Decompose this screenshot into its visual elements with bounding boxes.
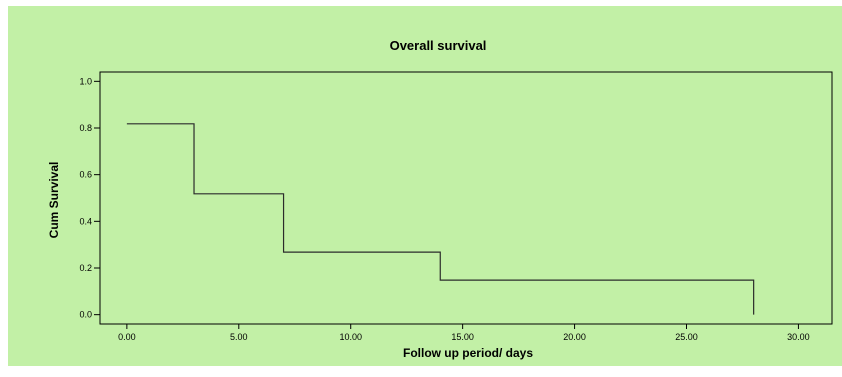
x-axis-title: Follow up period/ days [403, 346, 533, 360]
chart-title: Overall survival [390, 38, 487, 53]
x-tick-label: 20.00 [563, 332, 586, 342]
x-tick-label: 5.00 [230, 332, 248, 342]
y-tick-label: 1.0 [79, 76, 92, 86]
x-tick-label: 15.00 [451, 332, 474, 342]
x-tick-label: 0.00 [118, 332, 136, 342]
x-tick-label: 10.00 [339, 332, 362, 342]
x-tick-label: 30.00 [787, 332, 810, 342]
y-tick-label: 0.8 [79, 123, 92, 133]
y-axis-title: Cum Survival [47, 162, 61, 239]
y-tick-label: 0.4 [79, 216, 92, 226]
y-tick-label: 0.0 [79, 310, 92, 320]
chart-background [8, 6, 842, 366]
y-tick-label: 0.2 [79, 263, 92, 273]
x-tick-label: 25.00 [675, 332, 698, 342]
y-tick-label: 0.6 [79, 170, 92, 180]
